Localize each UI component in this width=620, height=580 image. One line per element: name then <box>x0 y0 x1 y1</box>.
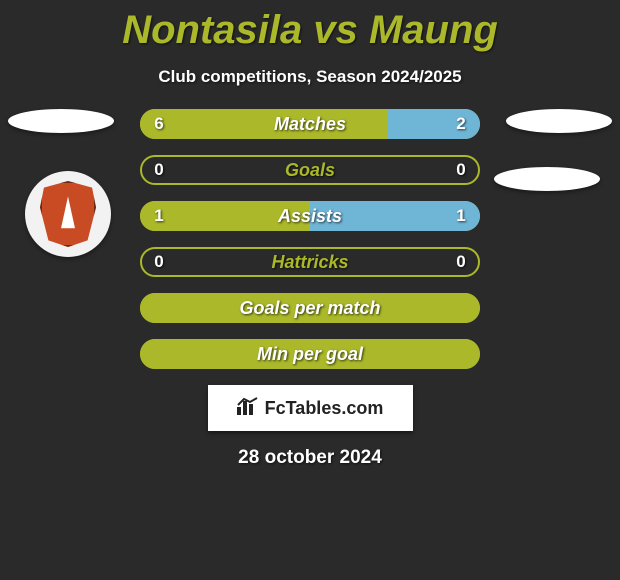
stat-row: Goals per match <box>140 293 480 323</box>
stat-value-left: 1 <box>142 201 176 231</box>
country-flag-right <box>506 109 612 133</box>
club-badge-right <box>494 167 600 191</box>
stat-label: Assists <box>140 201 480 231</box>
stat-value-right: 2 <box>444 109 478 139</box>
stat-value-right: 0 <box>444 155 478 185</box>
stat-label: Hattricks <box>140 247 480 277</box>
comparison-area: Matches62Goals00Assists11Hattricks00Goal… <box>0 109 620 369</box>
watermark-text: FcTables.com <box>265 398 384 419</box>
shield-icon <box>40 181 96 247</box>
stat-label: Goals per match <box>140 293 480 323</box>
stat-label: Matches <box>140 109 480 139</box>
stat-label: Min per goal <box>140 339 480 369</box>
country-flag-left <box>8 109 114 133</box>
watermark: FcTables.com <box>208 385 413 431</box>
stat-rows: Matches62Goals00Assists11Hattricks00Goal… <box>140 109 480 369</box>
club-badge-left <box>25 171 111 257</box>
stat-row: Assists1 1 <box>140 201 480 231</box>
stat-value-left: 0 <box>142 247 176 277</box>
chart-icon <box>237 397 259 420</box>
page-title: Nontasila vs Maung <box>0 0 620 53</box>
stat-value-left: 0 <box>142 155 176 185</box>
stat-label: Goals <box>140 155 480 185</box>
stat-row: Matches6 2 <box>140 109 480 139</box>
stat-value-right: 1 <box>444 201 478 231</box>
stat-value-right: 0 <box>444 247 478 277</box>
stat-row: Goals0 0 <box>140 155 480 185</box>
stat-row: Hattricks0 0 <box>140 247 480 277</box>
date-label: 28 october 2024 <box>0 447 620 469</box>
stat-value-left: 6 <box>142 109 176 139</box>
stat-row: Min per goal <box>140 339 480 369</box>
page-subtitle: Club competitions, Season 2024/2025 <box>0 67 620 87</box>
